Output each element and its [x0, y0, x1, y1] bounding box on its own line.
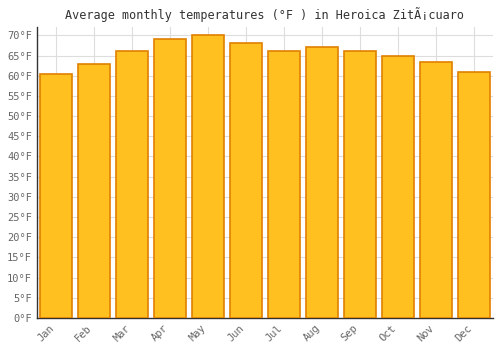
Title: Average monthly temperatures (°F ) in Heroica ZitÃ¡cuaro: Average monthly temperatures (°F ) in He… — [66, 7, 464, 22]
Bar — [382, 56, 414, 318]
Bar — [230, 43, 262, 318]
Bar — [78, 64, 110, 318]
Bar — [420, 62, 452, 318]
Bar — [154, 39, 186, 318]
Bar — [458, 72, 490, 318]
Bar — [116, 51, 148, 318]
Bar — [268, 51, 300, 318]
Bar — [40, 74, 72, 318]
Bar — [306, 48, 338, 318]
Bar — [344, 51, 376, 318]
Bar — [192, 35, 224, 318]
